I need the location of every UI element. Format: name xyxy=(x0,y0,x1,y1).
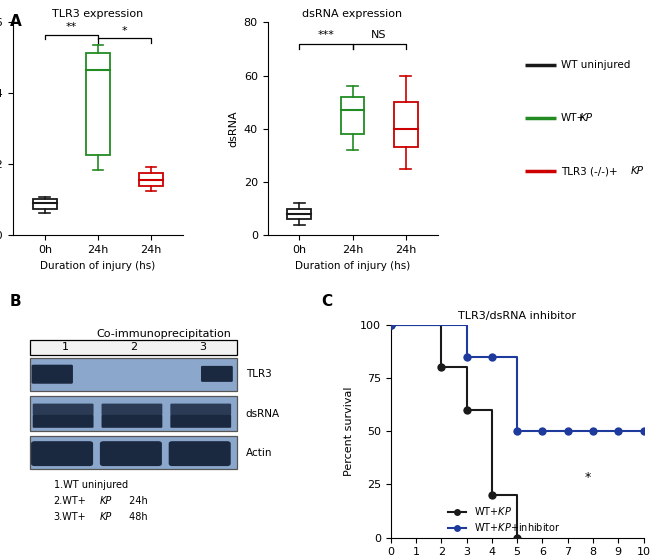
Text: TLR3 (-/-)+: TLR3 (-/-)+ xyxy=(561,166,618,176)
Text: KP: KP xyxy=(100,512,112,522)
X-axis label: Duration of injury (hs): Duration of injury (hs) xyxy=(295,260,410,270)
Title: TLR3 expression: TLR3 expression xyxy=(53,9,144,19)
Text: A: A xyxy=(10,14,21,29)
FancyBboxPatch shape xyxy=(201,366,233,382)
Text: KP: KP xyxy=(580,113,593,123)
Text: KP: KP xyxy=(100,496,112,506)
Bar xyxy=(31,436,237,469)
Text: 3.WT+: 3.WT+ xyxy=(54,512,86,522)
Y-axis label: Percent survival: Percent survival xyxy=(344,386,354,476)
FancyBboxPatch shape xyxy=(170,415,231,428)
Text: *: * xyxy=(585,472,591,484)
Bar xyxy=(139,173,163,185)
Text: WT uninjured: WT uninjured xyxy=(561,60,630,70)
Bar xyxy=(31,339,237,354)
Text: Co-immunoprecipitation: Co-immunoprecipitation xyxy=(97,329,231,339)
Text: dsRNA: dsRNA xyxy=(246,409,280,418)
FancyBboxPatch shape xyxy=(32,365,73,384)
Bar xyxy=(33,199,57,209)
Text: 24h: 24h xyxy=(126,496,148,506)
FancyBboxPatch shape xyxy=(100,441,162,466)
Text: Actin: Actin xyxy=(246,448,272,458)
Text: ***: *** xyxy=(318,30,334,40)
Bar xyxy=(86,53,110,156)
Text: 3: 3 xyxy=(199,342,206,352)
Title: TLR3/dsRNA inhibitor: TLR3/dsRNA inhibitor xyxy=(458,311,576,321)
FancyBboxPatch shape xyxy=(32,415,94,428)
Legend: WT+$\it{KP}$, WT+$\it{KP}$+inhibitor: WT+$\it{KP}$, WT+$\it{KP}$+inhibitor xyxy=(445,501,564,537)
Y-axis label: dsRNA: dsRNA xyxy=(228,110,238,147)
FancyBboxPatch shape xyxy=(101,404,162,415)
Text: 1.WT uninjured: 1.WT uninjured xyxy=(54,480,128,490)
X-axis label: Duration of injury (hs): Duration of injury (hs) xyxy=(40,260,155,270)
Text: C: C xyxy=(322,294,333,309)
Text: *: * xyxy=(122,26,127,36)
Bar xyxy=(287,209,311,220)
Text: B: B xyxy=(10,294,21,309)
FancyBboxPatch shape xyxy=(170,404,231,415)
Bar xyxy=(394,102,417,147)
FancyBboxPatch shape xyxy=(32,404,94,415)
FancyBboxPatch shape xyxy=(169,441,231,466)
Text: NS: NS xyxy=(371,30,387,40)
Bar xyxy=(31,396,237,431)
FancyBboxPatch shape xyxy=(101,415,162,428)
Bar xyxy=(341,97,365,134)
FancyBboxPatch shape xyxy=(31,441,93,466)
Text: 2: 2 xyxy=(130,342,137,352)
Text: **: ** xyxy=(66,22,77,32)
Bar xyxy=(31,358,237,391)
Title: dsRNA expression: dsRNA expression xyxy=(302,9,402,19)
Text: 2.WT+: 2.WT+ xyxy=(54,496,86,506)
Text: WT+: WT+ xyxy=(561,113,586,123)
Text: TLR3: TLR3 xyxy=(246,369,271,379)
Text: KP: KP xyxy=(630,166,644,176)
Text: 1: 1 xyxy=(61,342,68,352)
Text: 48h: 48h xyxy=(126,512,148,522)
